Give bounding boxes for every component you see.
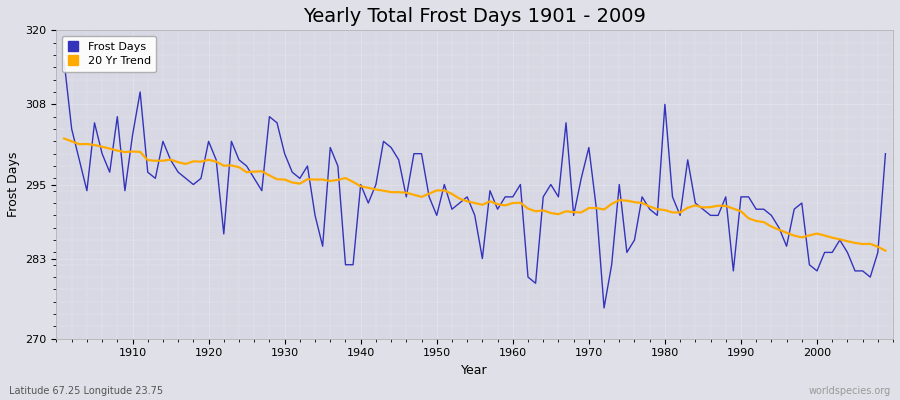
Y-axis label: Frost Days: Frost Days xyxy=(7,152,20,217)
X-axis label: Year: Year xyxy=(462,364,488,377)
Legend: Frost Days, 20 Yr Trend: Frost Days, 20 Yr Trend xyxy=(62,36,157,72)
Title: Yearly Total Frost Days 1901 - 2009: Yearly Total Frost Days 1901 - 2009 xyxy=(303,7,646,26)
Text: Latitude 67.25 Longitude 23.75: Latitude 67.25 Longitude 23.75 xyxy=(9,386,163,396)
Text: worldspecies.org: worldspecies.org xyxy=(809,386,891,396)
